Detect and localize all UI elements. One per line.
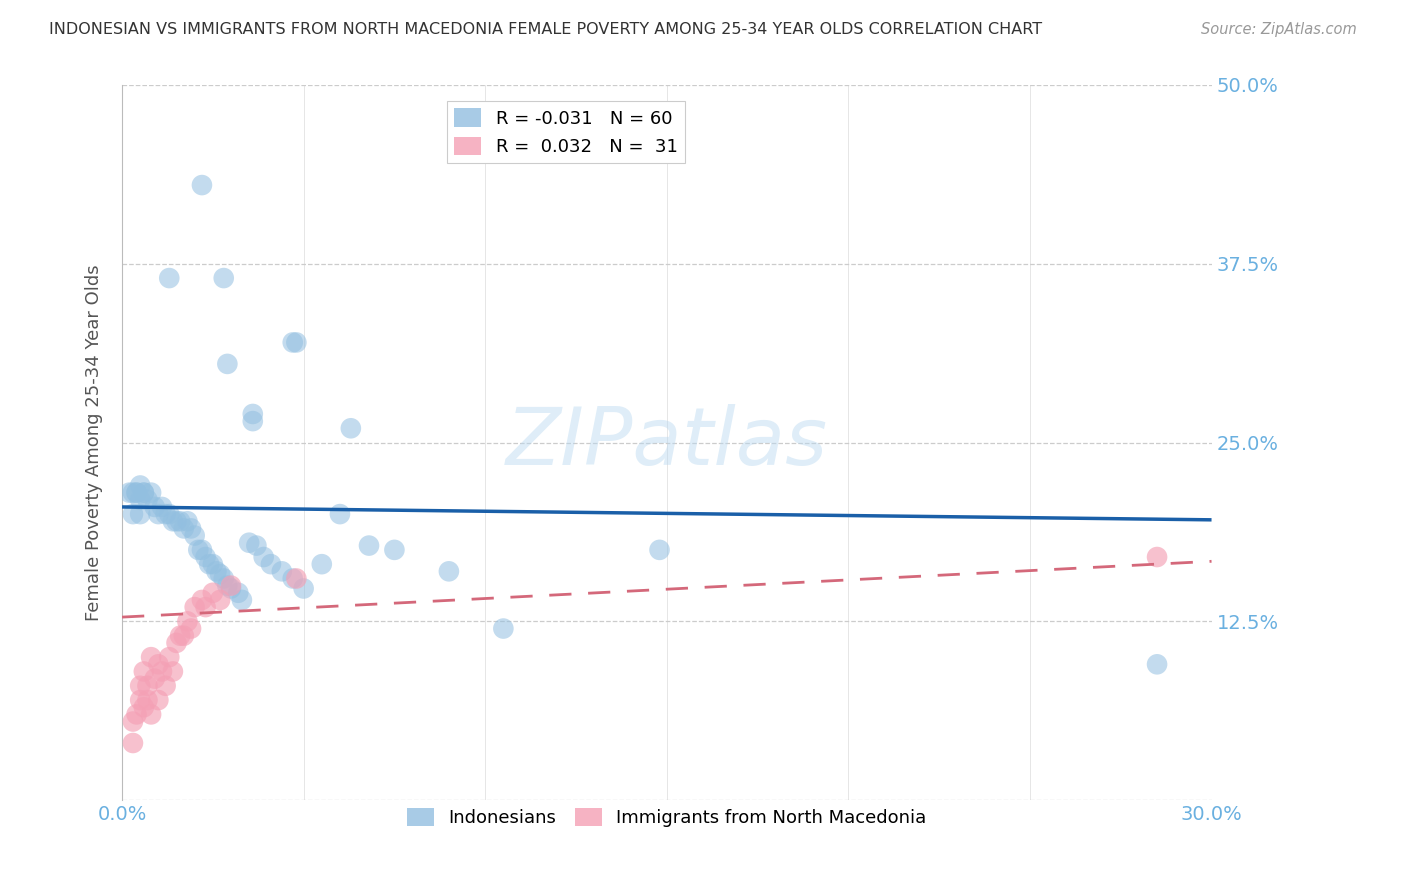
Point [143,672,166,686]
Point [194,549,217,564]
Point [122,736,145,750]
Point [1146,657,1168,672]
Point [136,693,159,707]
Point [118,485,141,500]
Point [242,414,264,428]
Point [122,485,145,500]
Point [1146,549,1168,564]
Point [132,700,155,714]
Point [209,567,232,582]
Point [148,657,170,672]
Point [357,539,380,553]
Point [285,335,308,350]
Point [242,407,264,421]
Point [187,542,209,557]
Point [191,178,214,192]
Point [155,679,177,693]
Point [129,492,152,507]
Point [136,492,159,507]
Point [180,622,202,636]
Point [219,579,242,593]
Point [157,271,180,285]
Point [285,572,308,586]
Point [176,514,198,528]
Point [162,665,184,679]
Point [191,542,214,557]
Legend: Indonesians, Immigrants from North Macedonia: Indonesians, Immigrants from North Maced… [399,800,934,834]
Point [217,357,239,371]
Point [311,557,333,571]
Point [129,693,152,707]
Point [166,636,188,650]
Point [198,557,221,571]
Point [150,500,173,514]
Point [162,514,184,528]
Point [132,485,155,500]
Point [648,542,671,557]
Point [173,629,195,643]
Point [340,421,363,435]
Point [292,582,315,596]
Point [183,600,205,615]
Point [148,507,170,521]
Point [148,693,170,707]
Point [212,271,235,285]
Point [169,514,191,528]
Point [260,557,283,571]
Point [132,665,155,679]
Point [169,629,191,643]
Point [132,485,155,500]
Point [253,549,276,564]
Point [238,535,260,549]
Point [183,528,205,542]
Point [219,582,242,596]
Text: ZIPatlas: ZIPatlas [506,403,828,482]
Point [492,622,515,636]
Point [157,650,180,665]
Point [139,707,162,722]
Point [129,679,152,693]
Point [205,565,228,579]
Point [136,679,159,693]
Point [125,485,148,500]
Point [157,507,180,521]
Point [245,539,267,553]
Point [173,521,195,535]
Point [129,507,152,521]
Point [270,565,292,579]
Point [125,707,148,722]
Point [384,542,406,557]
Point [201,557,224,571]
Point [194,600,217,615]
Point [209,593,232,607]
Point [201,586,224,600]
Point [212,572,235,586]
Point [329,507,352,521]
Point [129,478,152,492]
Point [125,485,148,500]
Point [139,485,162,500]
Point [217,579,239,593]
Point [226,586,249,600]
Point [191,593,214,607]
Point [155,507,177,521]
Point [176,615,198,629]
Text: Source: ZipAtlas.com: Source: ZipAtlas.com [1201,22,1357,37]
Point [122,714,145,729]
Text: INDONESIAN VS IMMIGRANTS FROM NORTH MACEDONIA FEMALE POVERTY AMONG 25-34 YEAR OL: INDONESIAN VS IMMIGRANTS FROM NORTH MACE… [49,22,1042,37]
Point [231,593,253,607]
Point [281,572,304,586]
Point [150,665,173,679]
Point [122,507,145,521]
Point [139,650,162,665]
Point [180,521,202,535]
Y-axis label: Female Poverty Among 25-34 Year Olds: Female Poverty Among 25-34 Year Olds [86,264,103,621]
Point [437,565,460,579]
Point [166,514,188,528]
Point [281,335,304,350]
Point [143,500,166,514]
